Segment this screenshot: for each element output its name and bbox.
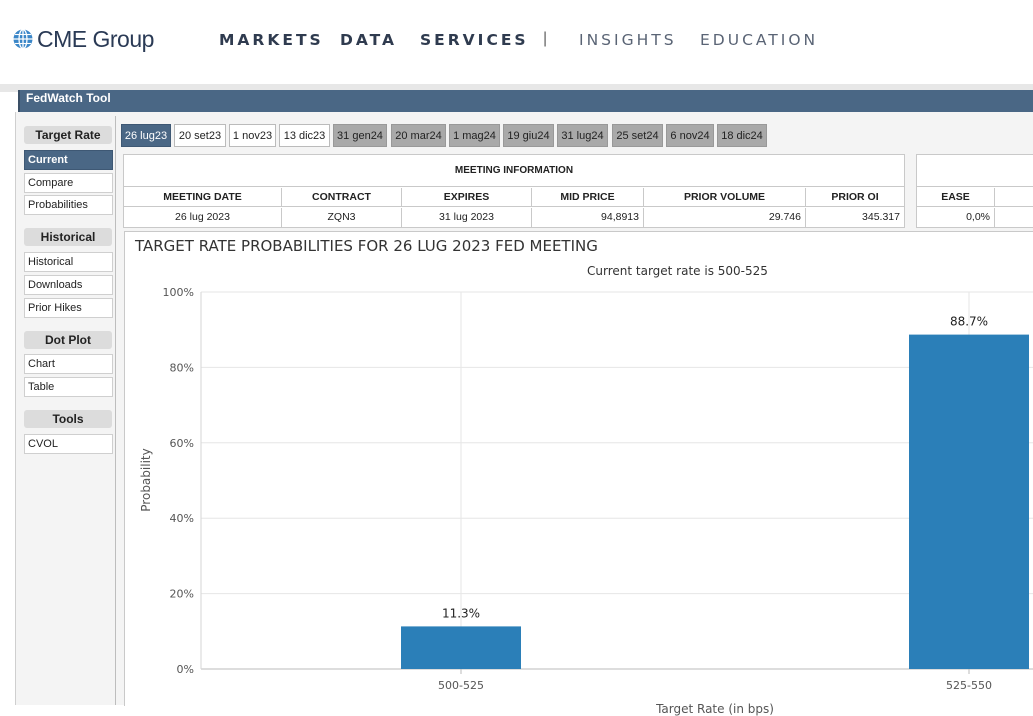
col-next-blank bbox=[995, 188, 1033, 207]
sidebar-heading-historical: Historical bbox=[24, 228, 112, 246]
col-mid-price: MID PRICE bbox=[532, 188, 644, 207]
tab-6-nov24[interactable]: 6 nov24 bbox=[666, 124, 714, 147]
nav-education[interactable]: EDUCATION bbox=[700, 31, 819, 49]
chart-panel bbox=[124, 231, 1033, 706]
sidebar-item-chart[interactable]: Chart bbox=[24, 354, 113, 374]
y-tick-label: 100% bbox=[163, 286, 194, 299]
sidebar-heading-dot-plot: Dot Plot bbox=[24, 331, 112, 349]
meeting-info-title: MEETING INFORMATION bbox=[124, 155, 904, 187]
sidebar-item-compare[interactable]: Compare bbox=[24, 173, 113, 193]
sidebar-item-downloads[interactable]: Downloads bbox=[24, 275, 113, 295]
sidebar-item-prior-hikes[interactable]: Prior Hikes bbox=[24, 298, 113, 318]
nav-insights[interactable]: INSIGHTS bbox=[579, 31, 677, 49]
cell-meeting-date: 26 lug 2023 bbox=[124, 208, 282, 227]
cme-logo[interactable]: CME Group bbox=[12, 26, 154, 52]
probabilities-table-divider bbox=[917, 186, 1033, 187]
probabilities-table: EASE 0,0% bbox=[916, 154, 1033, 228]
tab-20-set23[interactable]: 20 set23 bbox=[174, 124, 226, 147]
sidebar-item-probabilities[interactable]: Probabilities bbox=[24, 195, 113, 215]
sidebar-heading-target-rate: Target Rate bbox=[24, 126, 112, 144]
cell-expires: 31 lug 2023 bbox=[402, 208, 532, 227]
col-contract: CONTRACT bbox=[282, 188, 402, 207]
logo-text: CME Group bbox=[37, 25, 154, 52]
header-divider bbox=[0, 84, 1033, 92]
x-tick-label: 525-550 bbox=[946, 679, 992, 692]
cell-contract: ZQN3 bbox=[282, 208, 402, 227]
tab-31-gen24[interactable]: 31 gen24 bbox=[333, 124, 387, 147]
bar bbox=[909, 334, 1029, 669]
tab-26-lug23[interactable]: 26 lug23 bbox=[121, 124, 171, 147]
nav-services[interactable]: SERVICES bbox=[420, 31, 529, 49]
sidebar-item-cvol[interactable]: CVOL bbox=[24, 434, 113, 454]
sidebar-divider bbox=[115, 116, 116, 705]
tab-19-giu24[interactable]: 19 giu24 bbox=[503, 124, 554, 147]
globe-icon bbox=[13, 28, 33, 50]
tab-18-dic24[interactable]: 18 dic24 bbox=[717, 124, 767, 147]
cell-prior-volume: 29.746 bbox=[644, 208, 806, 227]
chart-subtitle: Current target rate is 500-525 bbox=[587, 264, 768, 278]
bar-value-label: 88.7% bbox=[950, 315, 988, 329]
tab-1-mag24[interactable]: 1 mag24 bbox=[449, 124, 500, 147]
tab-25-set24[interactable]: 25 set24 bbox=[612, 124, 663, 147]
nav-markets[interactable]: MARKETS bbox=[219, 31, 324, 49]
nav-separator: | bbox=[543, 30, 548, 47]
sidebar-item-table[interactable]: Table bbox=[24, 377, 113, 397]
y-tick-label: 60% bbox=[170, 437, 194, 450]
bar-value-label: 11.3% bbox=[442, 606, 480, 620]
tool-title-bar: FedWatch Tool bbox=[18, 90, 1033, 112]
sidebar-item-current[interactable]: Current bbox=[24, 150, 113, 170]
x-tick-label: 500-525 bbox=[438, 679, 484, 692]
tab-1-nov23[interactable]: 1 nov23 bbox=[229, 124, 276, 147]
nav-data[interactable]: DATA bbox=[340, 31, 398, 49]
sidebar-item-historical[interactable]: Historical bbox=[24, 252, 113, 272]
bar bbox=[401, 626, 521, 669]
cell-mid-price: 94,8913 bbox=[532, 208, 644, 227]
cell-prior-oi: 345.317 bbox=[862, 211, 900, 223]
cell-ease: 0,0% bbox=[917, 208, 995, 227]
tab-31-lug24[interactable]: 31 lug24 bbox=[557, 124, 608, 147]
col-expires: EXPIRES bbox=[402, 188, 532, 207]
tab-20-mar24[interactable]: 20 mar24 bbox=[391, 124, 446, 147]
col-prior-oi: PRIOR OI bbox=[806, 188, 904, 207]
site-header: CME Group MARKETS DATA SERVICES | INSIGH… bbox=[0, 0, 1033, 84]
meeting-info-table: MEETING INFORMATION MEETING DATE CONTRAC… bbox=[123, 154, 905, 228]
tab-13-dic23[interactable]: 13 dic23 bbox=[279, 124, 330, 147]
col-ease: EASE bbox=[917, 188, 995, 207]
y-tick-label: 80% bbox=[170, 361, 194, 374]
y-tick-label: 20% bbox=[170, 588, 194, 601]
sidebar-heading-tools: Tools bbox=[24, 410, 112, 428]
col-prior-volume: PRIOR VOLUME bbox=[644, 188, 806, 207]
chart-title: TARGET RATE PROBABILITIES FOR 26 LUG 202… bbox=[135, 237, 598, 255]
tool-title: FedWatch Tool bbox=[26, 91, 111, 105]
y-tick-label: 0% bbox=[177, 663, 194, 676]
col-meeting-date: MEETING DATE bbox=[124, 188, 282, 207]
y-tick-label: 40% bbox=[170, 512, 194, 525]
